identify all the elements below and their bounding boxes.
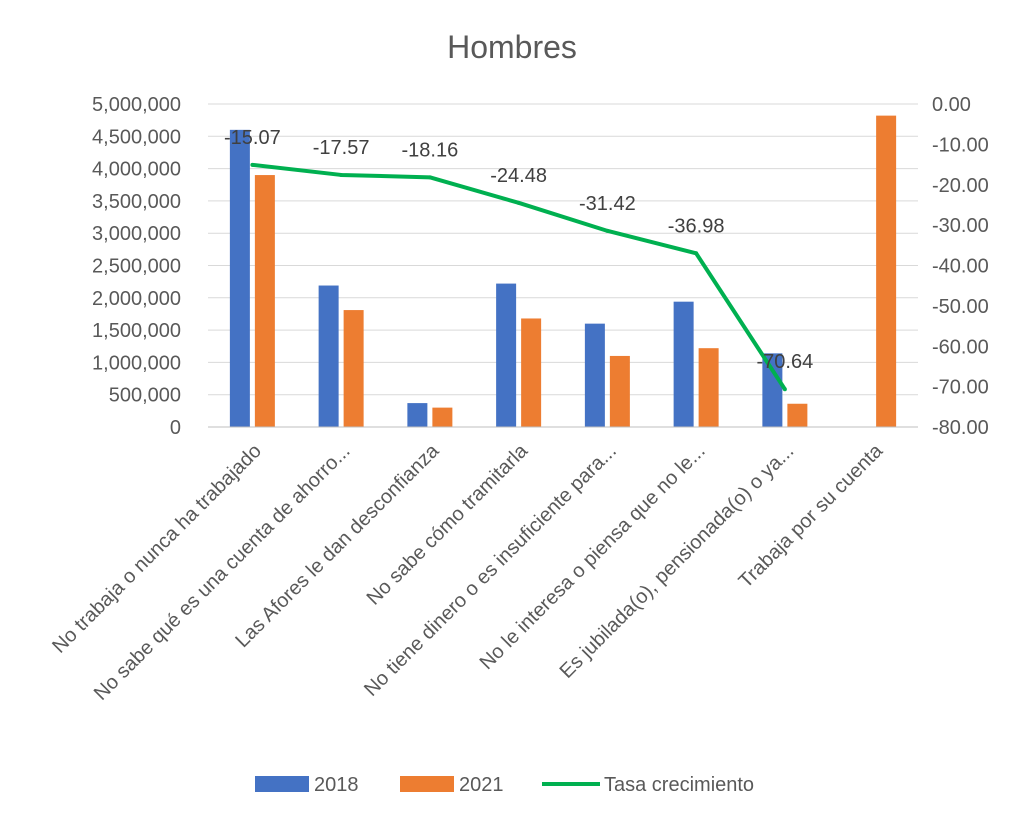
- bar-2018: [407, 403, 428, 427]
- bar-2021: [609, 355, 630, 427]
- legend-label: 2018: [314, 774, 359, 796]
- bar-series: [229, 115, 897, 428]
- chart-title: Hombres: [447, 29, 577, 65]
- left-y-axis: 0 500,000 1,000,000 1,500,000 2,000,000 2,500…: [92, 94, 181, 439]
- right-y-axis: -80.00 -70.00 -60.00 -50.00 -40.00 -30.00 -20.…: [932, 94, 989, 439]
- left-tick-label: 3,000,000: [92, 223, 181, 245]
- line-point: [605, 228, 610, 233]
- left-tick-label: 5,000,000: [92, 94, 181, 116]
- right-tick-label: -50.00: [932, 296, 989, 318]
- bar-2021: [432, 407, 453, 427]
- bar-2018: [229, 129, 250, 427]
- left-tick-label: 0: [170, 417, 181, 439]
- line-data-label: -24.48: [490, 165, 547, 187]
- left-tick-label: 1,500,000: [92, 320, 181, 342]
- line-point: [516, 200, 521, 205]
- left-tick-label: 3,500,000: [92, 191, 181, 213]
- legend-swatch-2021: [400, 776, 454, 792]
- right-tick-label: -10.00: [932, 134, 989, 156]
- legend: 2018 2021 Tasa crecimiento: [255, 774, 754, 796]
- line-point: [250, 162, 255, 167]
- line-point: [694, 251, 699, 256]
- right-tick-label: -30.00: [932, 215, 989, 237]
- left-tick-label: 500,000: [109, 385, 181, 407]
- right-tick-label: -70.00: [932, 377, 989, 399]
- right-tick-label: -60.00: [932, 336, 989, 358]
- right-tick-label: 0.00: [932, 94, 971, 116]
- bar-2021: [254, 175, 275, 427]
- bar-2021: [521, 318, 542, 427]
- bar-2018: [496, 283, 517, 427]
- line-point: [782, 387, 787, 392]
- line-data-label: -31.42: [579, 193, 636, 215]
- left-tick-label: 2,000,000: [92, 288, 181, 310]
- bar-2021: [343, 310, 364, 427]
- right-tick-label: -80.00: [932, 417, 989, 439]
- left-tick-label: 2,500,000: [92, 256, 181, 278]
- bar-2021: [876, 115, 897, 428]
- line-series: [250, 162, 787, 392]
- legend-swatch-2018: [255, 776, 309, 792]
- right-tick-label: -20.00: [932, 175, 989, 197]
- line-data-label: -17.57: [313, 137, 370, 159]
- category-label: No sabe cómo tramitarla: [363, 439, 533, 609]
- line-data-label: -15.07: [224, 127, 281, 149]
- bar-2018: [673, 301, 694, 427]
- line-point: [427, 175, 432, 180]
- category-label: Trabaja por su cuenta: [735, 439, 888, 592]
- line-data-label: -70.64: [757, 351, 814, 373]
- legend-label: 2021: [459, 774, 504, 796]
- line-point: [339, 172, 344, 177]
- bar-2018: [318, 285, 339, 427]
- data-labels: -15.07 -17.57 -18.16 -24.48 -31.42 -36.98 -70.…: [224, 127, 813, 373]
- legend-label: Tasa crecimiento: [604, 774, 754, 796]
- left-tick-label: 4,000,000: [92, 159, 181, 181]
- bar-2018: [762, 353, 783, 427]
- left-tick-label: 4,500,000: [92, 126, 181, 148]
- bar-2021: [698, 348, 719, 427]
- line-data-label: -18.16: [402, 139, 459, 161]
- line-data-label: -36.98: [668, 215, 725, 237]
- bar-2021: [787, 403, 808, 427]
- bar-2018: [584, 323, 605, 427]
- left-tick-label: 1,000,000: [92, 352, 181, 374]
- right-tick-label: -40.00: [932, 256, 989, 278]
